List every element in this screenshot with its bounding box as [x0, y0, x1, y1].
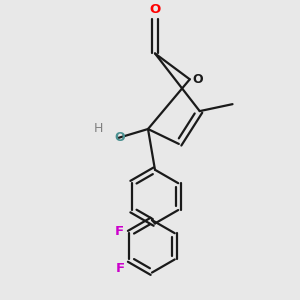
Text: O: O: [193, 73, 203, 86]
Text: F: F: [115, 225, 124, 238]
Text: F: F: [116, 262, 125, 275]
Text: O: O: [114, 131, 125, 145]
Text: O: O: [149, 3, 161, 16]
Text: H: H: [94, 122, 103, 134]
